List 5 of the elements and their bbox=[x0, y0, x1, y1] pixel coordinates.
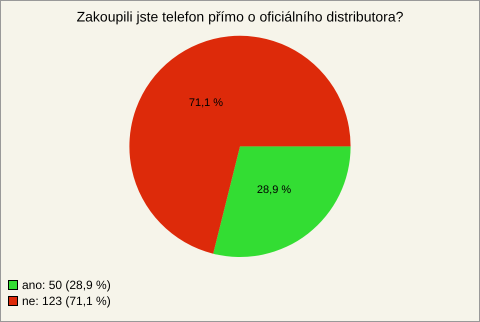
legend-label: ano: 50 (28,9 %) bbox=[22, 278, 111, 292]
data-label: 71,1 % bbox=[188, 96, 224, 109]
legend-label: ne: 123 (71,1 %) bbox=[22, 294, 111, 308]
chart-title: Zakoupili jste telefon přímo o oficiálního distributora? bbox=[76, 8, 404, 24]
data-label: 28,9 % bbox=[256, 184, 292, 196]
